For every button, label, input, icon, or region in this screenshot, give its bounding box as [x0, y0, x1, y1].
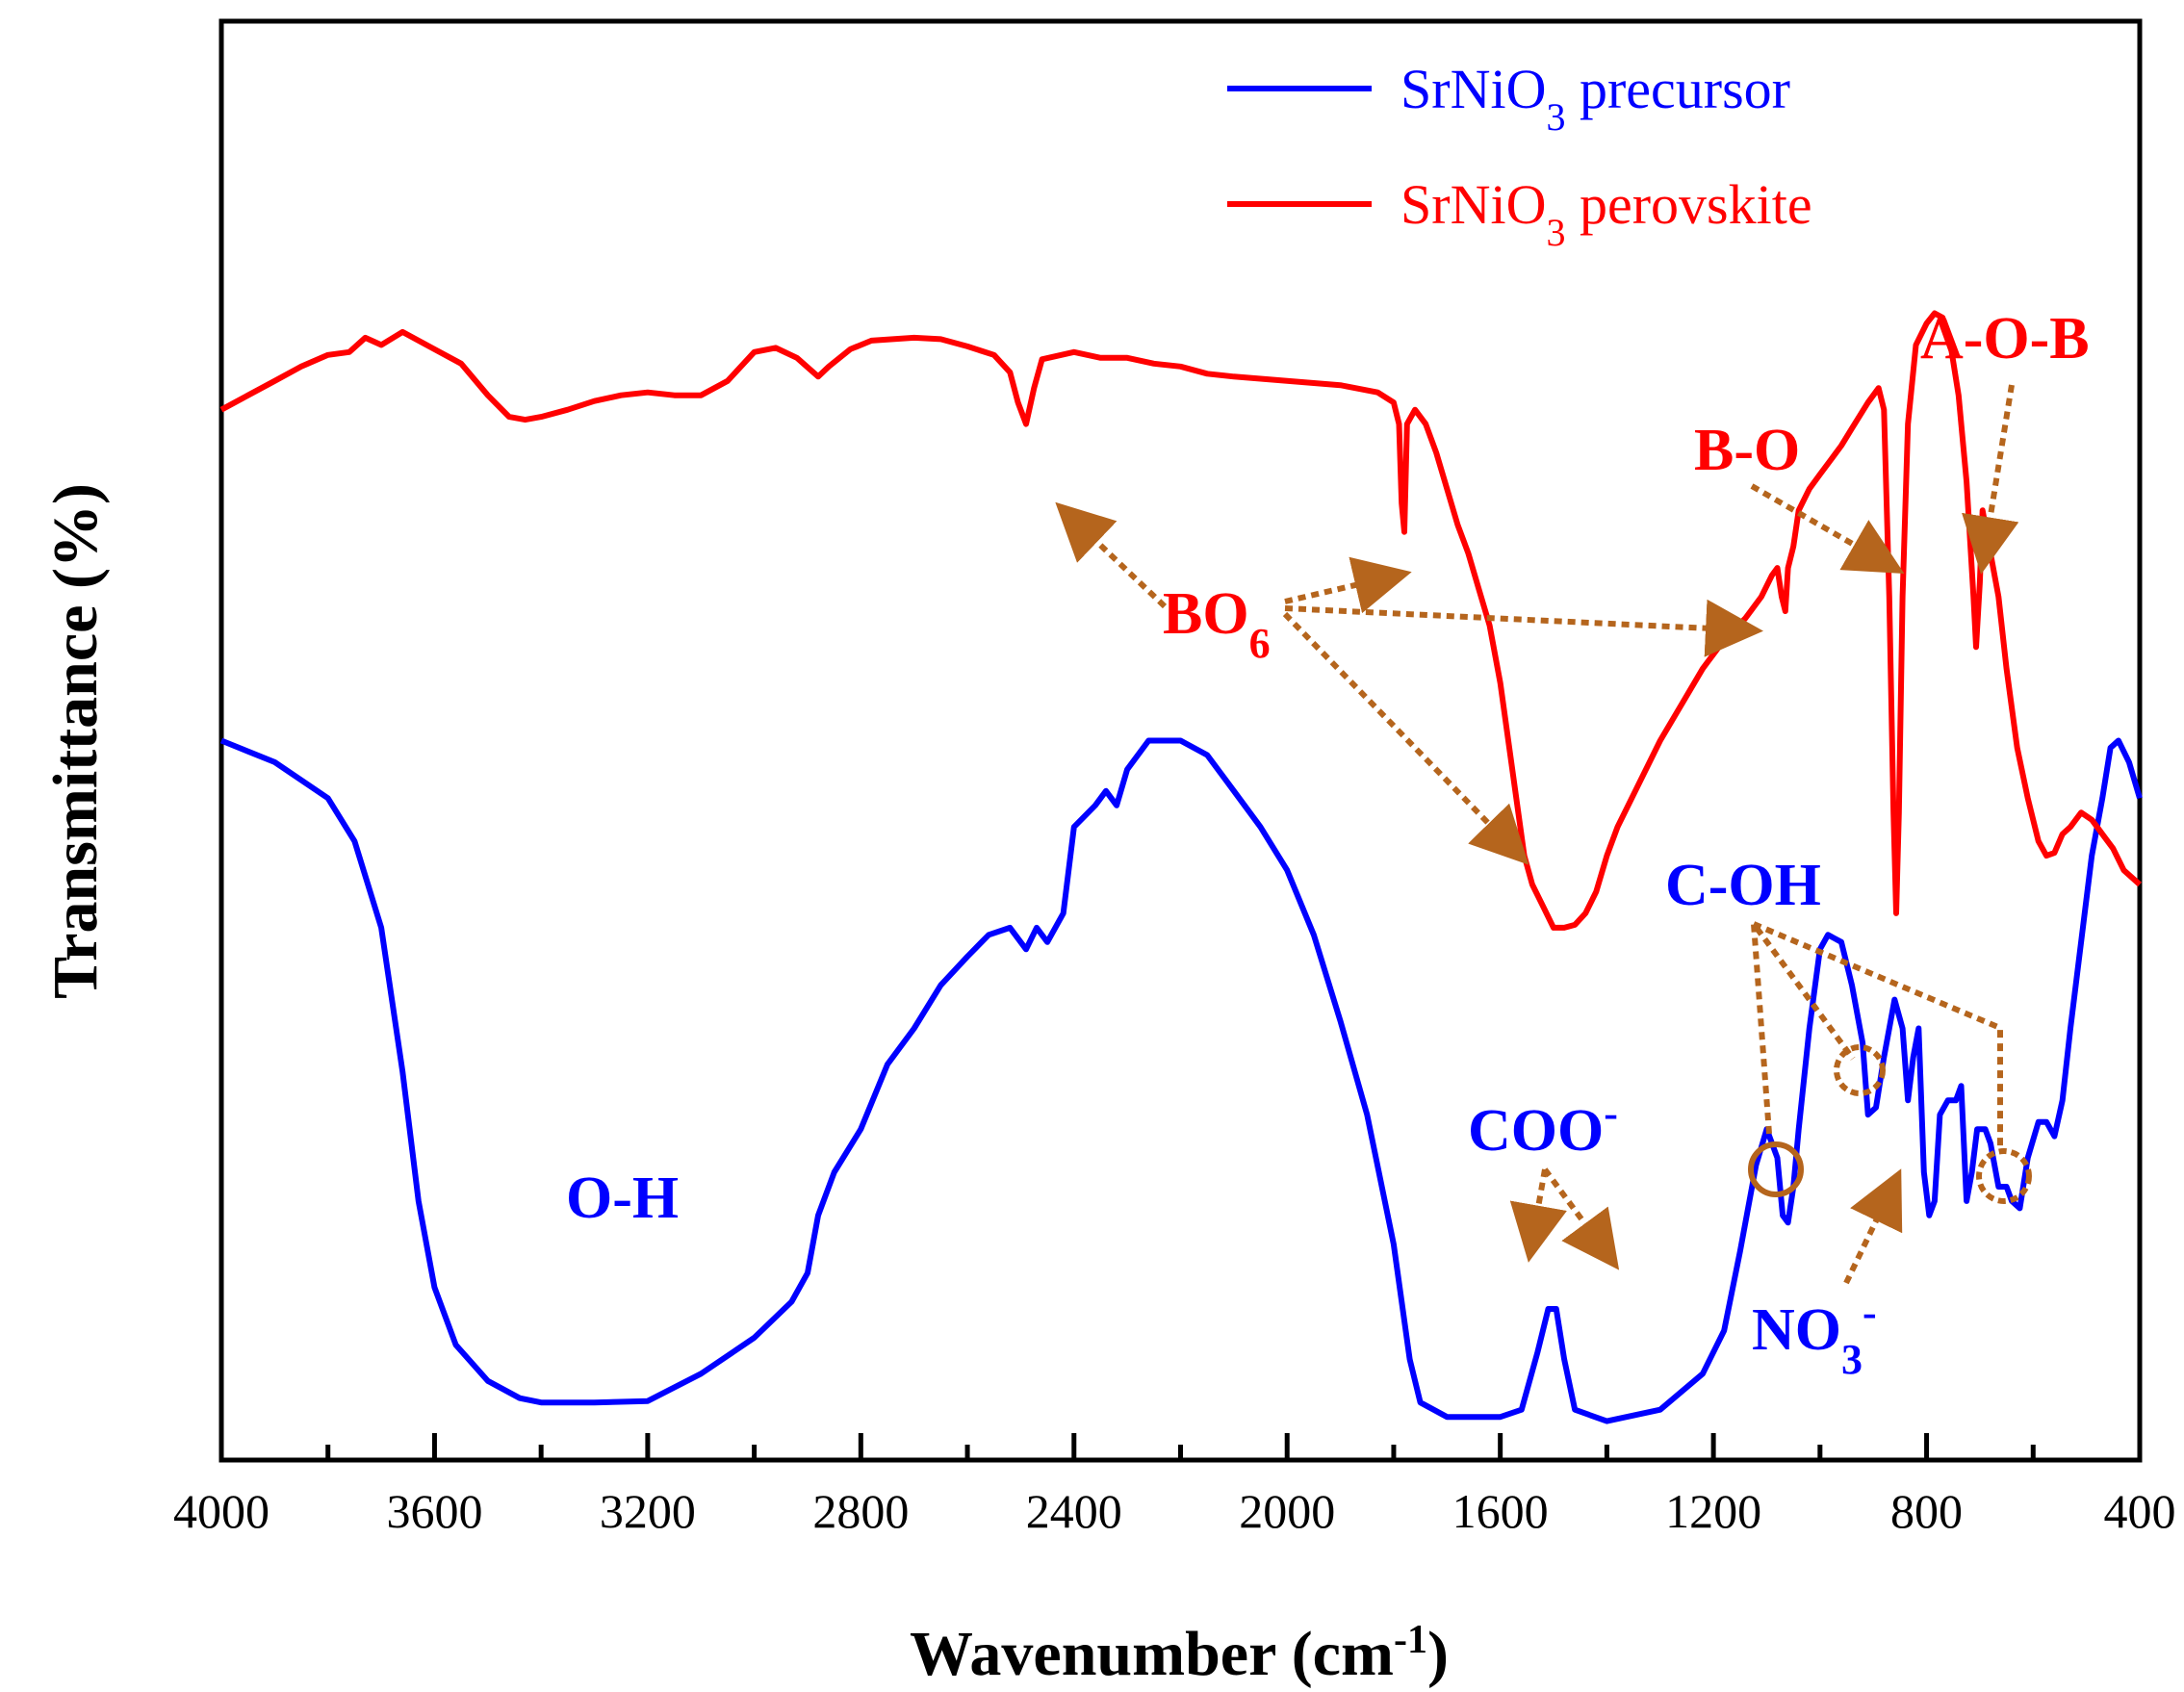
arrow-bo6-1780	[1284, 556, 1412, 614]
arrow-bo6-1520	[1282, 611, 1529, 865]
coh-connector	[1750, 913, 1856, 1135]
arrow-b-o	[1750, 483, 1905, 574]
x-tick-label-400: 400	[2104, 1484, 2176, 1538]
x-tick-label-1600: 1600	[1452, 1484, 1549, 1538]
label-o-h: O-H	[566, 1166, 679, 1231]
x-axis-tick-labels: 4000 3600 3200 2800 2400 2000 1600 1200 800 400	[173, 1484, 2176, 1538]
legend-label-precursor: SrNiO3 precursor	[1400, 58, 1790, 139]
legend-label-perovskite: SrNiO3 perovskite	[1400, 173, 1812, 254]
label-no3: NO3-	[1752, 1289, 1877, 1383]
x-tick-label-1200: 1200	[1665, 1484, 1761, 1538]
x-tick-label-3200: 3200	[600, 1484, 696, 1538]
label-b-o: B-O	[1694, 418, 1800, 483]
x-tick-label-800: 800	[1890, 1484, 1963, 1538]
arrow-bo6-1070	[1284, 599, 1763, 657]
x-tick-label-2800: 2800	[812, 1484, 909, 1538]
x-tick-label-3600: 3600	[386, 1484, 482, 1538]
x-axis-title: Wavenumber (cm-1)	[910, 1618, 1449, 1689]
legend: SrNiO3 precursor SrNiO3 perovskite	[1227, 58, 1812, 254]
series-group	[219, 310, 2143, 1424]
x-axis-ticks	[218, 1433, 2143, 1460]
label-a-o-b: A-O-B	[1920, 306, 2090, 372]
x-tick-label-2400: 2400	[1026, 1484, 1122, 1538]
arrow-bo6-2490	[1055, 501, 1168, 609]
coh-circle-640	[1976, 1148, 2032, 1204]
label-coo: COO-	[1468, 1090, 1618, 1165]
arrow-no3	[1843, 1168, 1903, 1285]
series-line-precursor	[219, 737, 2143, 1424]
label-c-oh: C-OH	[1665, 853, 1821, 918]
x-tick-label-2000: 2000	[1239, 1484, 1335, 1538]
label-bo6: BO6	[1163, 581, 1271, 667]
annotation-arrows	[1055, 384, 2032, 1285]
arrow-a-o-b	[1962, 384, 2019, 575]
x-tick-label-4000: 4000	[173, 1484, 270, 1538]
coh-circle-900	[1834, 1044, 1886, 1096]
arrow-coo-right	[1542, 1167, 1620, 1270]
arrow-coo-left	[1509, 1168, 1567, 1263]
y-axis-title: Transmittance (%)	[40, 483, 111, 999]
coh-circle-1060	[1748, 1141, 1804, 1197]
